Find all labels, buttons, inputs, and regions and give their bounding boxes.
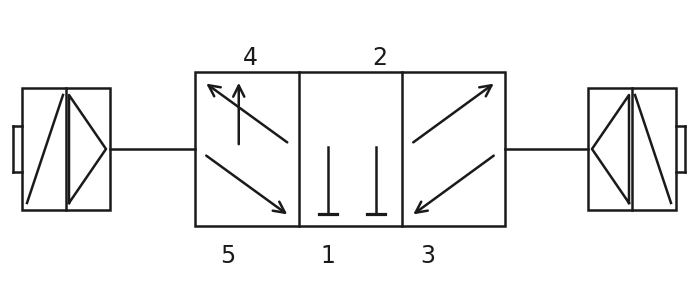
Bar — [195, 72, 505, 226]
Polygon shape — [69, 95, 106, 203]
Polygon shape — [592, 95, 629, 203]
Text: 3: 3 — [420, 244, 436, 268]
Text: 2: 2 — [373, 46, 387, 70]
Text: 4: 4 — [242, 46, 258, 70]
Text: 1: 1 — [320, 244, 336, 268]
Text: 5: 5 — [221, 244, 236, 268]
Bar — [22, 88, 110, 210]
Bar — [588, 88, 676, 210]
